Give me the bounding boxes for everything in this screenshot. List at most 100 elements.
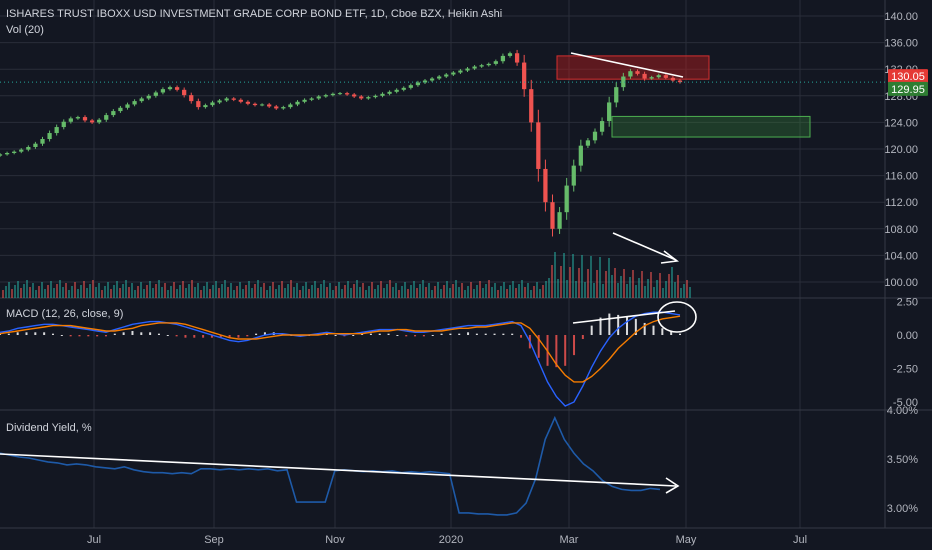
macd-histogram-bar	[590, 325, 593, 335]
volume-bar	[299, 290, 301, 298]
macd-histogram-bar	[263, 332, 266, 335]
candle	[302, 99, 307, 102]
volume-bar	[503, 282, 505, 298]
volume-bar	[617, 283, 619, 298]
macd-histogram-bar	[228, 335, 231, 338]
volume-bar	[338, 282, 340, 298]
candle	[337, 93, 343, 95]
volume-bar	[56, 284, 58, 298]
candle	[415, 82, 421, 86]
candle	[245, 101, 251, 104]
candle	[408, 85, 413, 88]
prev-price-tag-bg	[888, 81, 928, 96]
macd-histogram-bar	[378, 333, 381, 335]
macd-histogram-bar	[599, 317, 602, 335]
volume-bar	[641, 271, 643, 298]
signal-line	[0, 315, 681, 383]
candle	[451, 72, 456, 75]
volume-bar	[179, 285, 181, 298]
volume-bar	[113, 285, 115, 298]
candle	[465, 68, 470, 71]
volume-bar	[569, 267, 571, 298]
macd-histogram-bar	[140, 332, 143, 335]
candle	[479, 65, 484, 67]
last-price-tag: 130.05	[891, 71, 925, 83]
volume-bar	[443, 285, 445, 298]
candle	[182, 89, 187, 96]
macd-histogram-bar	[193, 335, 196, 338]
candle	[47, 133, 52, 140]
candle	[309, 98, 314, 100]
volume-bar	[380, 281, 382, 298]
yield-axis-tick: 3.50%	[887, 454, 918, 466]
volume-bar	[416, 288, 418, 298]
volume-bar	[536, 282, 538, 298]
volume-bar	[524, 287, 526, 298]
volume-bar	[203, 286, 205, 298]
volume-bar	[95, 287, 97, 298]
volume-bar	[62, 287, 64, 298]
candle	[380, 93, 385, 96]
macd-histogram-bar	[246, 335, 249, 337]
volume-bar	[185, 288, 187, 298]
volume-bar	[158, 280, 160, 298]
volume-bar	[65, 283, 67, 298]
macd-histogram-bar	[387, 333, 390, 335]
volume-bar	[23, 284, 25, 298]
volume-bar	[341, 289, 343, 298]
volume-bar	[155, 284, 157, 298]
volume-bar	[635, 285, 637, 298]
volume-bar	[14, 285, 16, 298]
price-axis-tick: 124.00	[884, 117, 918, 129]
candle	[507, 53, 513, 56]
candle	[26, 147, 31, 150]
volume-bar	[467, 286, 469, 298]
macd-histogram-bar	[7, 333, 10, 335]
macd-histogram-bar	[96, 335, 99, 337]
macd-histogram-bar	[511, 333, 514, 335]
candle	[295, 101, 300, 105]
candle	[670, 77, 676, 81]
volume-bar	[326, 287, 328, 298]
volume-bar	[647, 279, 649, 298]
volume-bar	[143, 289, 145, 298]
macd-label: MACD (12, 26, close, 9)	[6, 308, 124, 320]
candle	[394, 89, 399, 92]
volume-bar	[458, 287, 460, 298]
volume-bar	[107, 282, 109, 298]
macd-histogram-bar	[104, 335, 107, 337]
volume-bar	[626, 284, 628, 298]
volume-bar	[314, 281, 316, 298]
macd-histogram-bar	[34, 332, 37, 335]
volume-bar	[554, 252, 556, 298]
volume-bar	[302, 286, 304, 298]
candle	[160, 89, 166, 93]
volume-bar	[560, 266, 562, 298]
volume-bar	[278, 285, 280, 298]
volume-bar	[572, 254, 574, 298]
volume-bar	[221, 284, 223, 298]
candle	[19, 149, 24, 152]
volume-bar	[689, 287, 691, 298]
volume-bar	[449, 288, 451, 298]
volume-bar	[305, 282, 307, 298]
candle	[578, 145, 583, 166]
candle	[571, 165, 576, 186]
volume-bar	[365, 290, 367, 298]
candle	[429, 78, 435, 81]
candle	[635, 71, 640, 74]
volume-bar	[275, 289, 277, 298]
candle	[642, 73, 647, 79]
volume-bar	[674, 282, 676, 298]
volume-bar	[377, 285, 379, 298]
volume-bar	[257, 280, 259, 298]
candle	[132, 101, 137, 105]
volume-bar	[680, 288, 682, 298]
volume-bar	[374, 289, 376, 298]
macd-histogram-bar	[440, 333, 443, 335]
volume-bar	[335, 286, 337, 298]
volume-bar	[194, 287, 196, 298]
trend-annotations	[0, 52, 697, 494]
candle	[614, 87, 619, 103]
volume-bar	[125, 280, 127, 298]
